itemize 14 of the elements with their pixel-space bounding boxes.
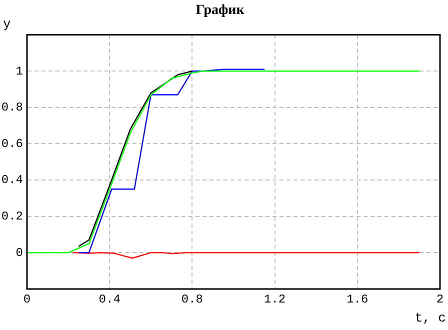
y-tick-label: 0	[16, 246, 23, 260]
x-tick-label: 1.2	[264, 292, 286, 306]
y-tick-label: 0.4	[1, 173, 23, 188]
y-tick-label: 0.2	[1, 210, 23, 224]
x-tick-label: 0.8	[181, 292, 204, 306]
y-tick-label: 0.8	[1, 100, 23, 115]
x-axis-title: t, c	[414, 310, 446, 326]
x-tick-label: 0.4	[98, 292, 120, 306]
y-axis-title: y	[3, 16, 11, 32]
y-tick-label: 1	[16, 64, 23, 78]
y-tick-label: 0.6	[1, 136, 23, 151]
x-tick-label: 1.6	[346, 292, 368, 306]
chart-title: График	[196, 3, 246, 18]
x-tick-label: 2	[436, 292, 444, 306]
